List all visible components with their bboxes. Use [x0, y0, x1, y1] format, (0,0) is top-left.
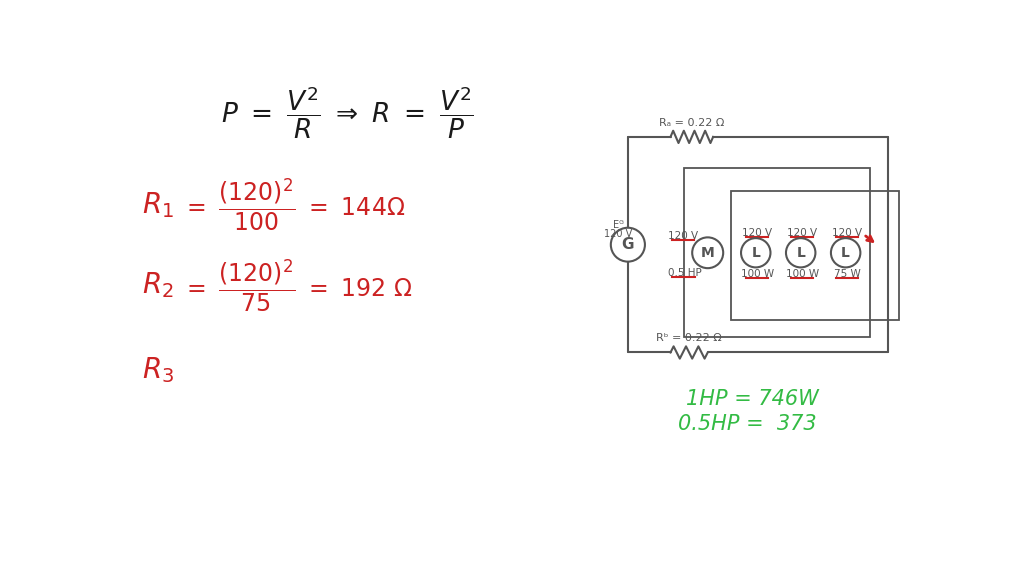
Text: $P\ =\ \dfrac{V^2}{R}\ \Rightarrow\ R\ =\ \dfrac{V^2}{P}$: $P\ =\ \dfrac{V^2}{R}\ \Rightarrow\ R\ =… — [221, 84, 474, 141]
Text: 100 W: 100 W — [740, 270, 774, 279]
Text: 1HP = 746W: 1HP = 746W — [686, 389, 819, 409]
Text: $=\ \dfrac{(120)^2}{75}\ =\ 192\ \Omega$: $=\ \dfrac{(120)^2}{75}\ =\ 192\ \Omega$ — [182, 257, 413, 314]
Text: Rₐ = 0.22 Ω: Rₐ = 0.22 Ω — [659, 118, 725, 128]
Text: L: L — [841, 246, 850, 260]
Circle shape — [692, 237, 723, 268]
Text: L: L — [752, 246, 760, 260]
Text: 120 V: 120 V — [742, 228, 772, 238]
Circle shape — [830, 238, 860, 267]
Text: $R_3$: $R_3$ — [142, 355, 174, 385]
Text: 0.5 HP: 0.5 HP — [668, 268, 701, 278]
Text: $R_2$: $R_2$ — [142, 271, 174, 301]
Text: $=\ \dfrac{(120)^2}{100}\ =\ 144\Omega$: $=\ \dfrac{(120)^2}{100}\ =\ 144\Omega$ — [182, 176, 406, 233]
Circle shape — [741, 238, 770, 267]
Text: M: M — [700, 246, 715, 260]
Circle shape — [786, 238, 815, 267]
Text: Rᵇ = 0.22 Ω: Rᵇ = 0.22 Ω — [656, 334, 722, 343]
Text: 120 V: 120 V — [833, 228, 862, 238]
Text: L: L — [797, 246, 805, 260]
Text: 75 W: 75 W — [834, 270, 860, 279]
Text: 120 V: 120 V — [604, 229, 633, 239]
Bar — [731, 191, 899, 320]
Text: 0.5HP =  373: 0.5HP = 373 — [678, 414, 817, 434]
Text: 120 V: 120 V — [787, 228, 817, 238]
Circle shape — [611, 228, 645, 262]
Text: 120 V: 120 V — [668, 231, 698, 241]
Text: 100 W: 100 W — [785, 270, 819, 279]
Text: $R_1$: $R_1$ — [142, 190, 174, 219]
Bar — [684, 168, 870, 337]
Text: G: G — [622, 237, 634, 252]
Text: Eᴳ: Eᴳ — [613, 219, 624, 230]
